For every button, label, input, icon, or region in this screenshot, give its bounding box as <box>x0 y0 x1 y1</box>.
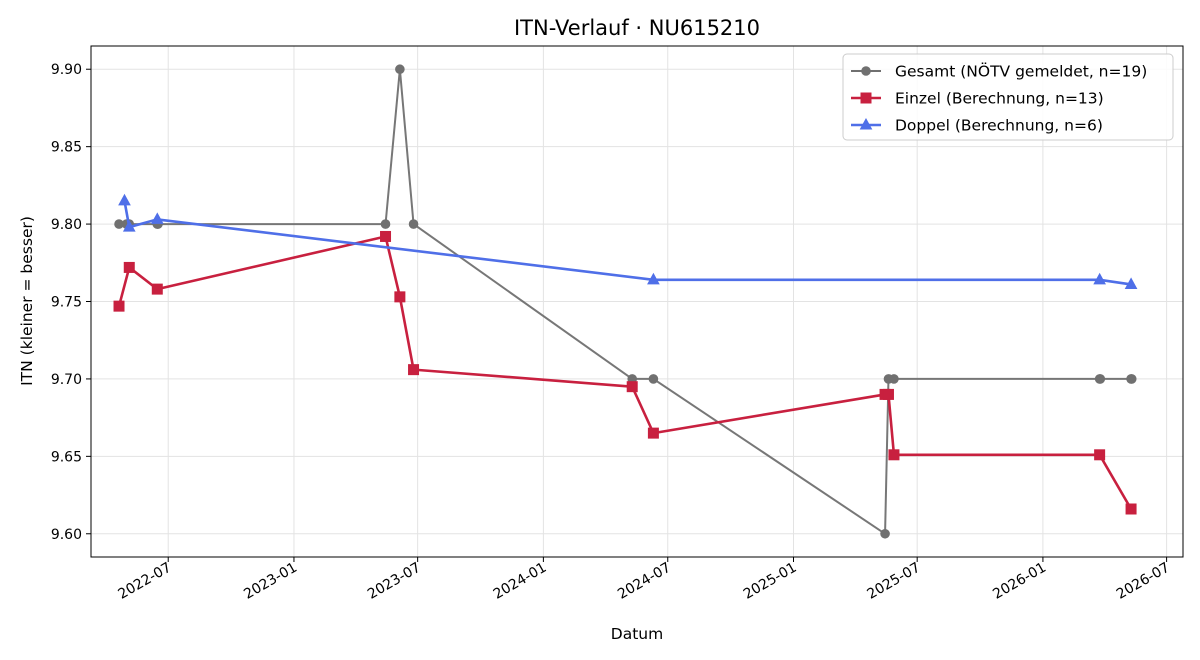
y-tick-label: 9.85 <box>51 140 82 156</box>
data-point-einzel <box>647 427 659 439</box>
y-axis-title: ITN (kleiner = besser) <box>18 216 36 386</box>
data-point-doppel <box>122 220 136 232</box>
legend-label-einzel: Einzel (Berechnung, n=13) <box>895 90 1104 108</box>
data-point-einzel <box>380 230 392 242</box>
data-point-einzel <box>1125 503 1137 515</box>
data-point-doppel <box>1124 277 1138 289</box>
data-point-gesamt <box>395 64 405 75</box>
data-point-einzel <box>888 449 900 461</box>
chart-title: ITN-Verlauf · NU615210 <box>514 16 760 40</box>
data-point-doppel <box>118 193 131 206</box>
series-layer <box>113 64 1138 539</box>
series-einzel <box>113 230 1137 515</box>
data-point-einzel <box>151 283 163 295</box>
y-tick-label: 9.90 <box>51 62 82 78</box>
y-tick-label: 9.80 <box>51 217 82 233</box>
data-point-gesamt <box>1095 374 1106 384</box>
data-point-einzel <box>1094 449 1106 461</box>
series-doppel <box>118 193 1138 289</box>
legend-box <box>842 53 1174 141</box>
legend-item-doppel: Doppel (Berechnung, n=6) <box>851 117 1103 135</box>
data-point-doppel <box>647 272 660 285</box>
legend-marker-doppel <box>859 117 873 130</box>
data-point-doppel <box>150 212 164 224</box>
data-point-einzel <box>113 300 125 312</box>
legend-item-gesamt: Gesamt (NÖTV gemeldet, n=19) <box>851 62 1147 81</box>
data-point-einzel <box>626 381 638 393</box>
legend-label-gesamt: Gesamt (NÖTV gemeldet, n=19) <box>895 62 1147 81</box>
data-point-gesamt <box>1126 374 1137 384</box>
data-point-einzel <box>882 388 894 400</box>
y-tick-label: 9.65 <box>51 449 82 465</box>
legend-marker-gesamt <box>861 66 871 76</box>
y-tick-label: 9.60 <box>51 527 82 543</box>
data-point-doppel <box>1093 272 1106 285</box>
data-point-gesamt <box>880 528 890 539</box>
legend-label-doppel: Doppel (Berechnung, n=6) <box>895 117 1103 135</box>
legend-marker-einzel <box>860 92 872 104</box>
data-point-einzel <box>394 291 406 303</box>
data-point-einzel <box>123 261 135 273</box>
x-axis-title: Datum <box>611 625 663 643</box>
y-tick-label: 9.70 <box>51 372 82 388</box>
legend-item-einzel: Einzel (Berechnung, n=13) <box>851 90 1104 108</box>
data-point-gesamt <box>380 219 391 229</box>
legend: Gesamt (NÖTV gemeldet, n=19) Einzel (Bere… <box>842 53 1174 141</box>
data-point-einzel <box>408 364 420 376</box>
data-point-gesamt <box>408 219 419 229</box>
data-point-gesamt <box>889 374 899 384</box>
y-tick-label: 9.75 <box>51 295 82 311</box>
data-point-gesamt <box>648 374 659 384</box>
